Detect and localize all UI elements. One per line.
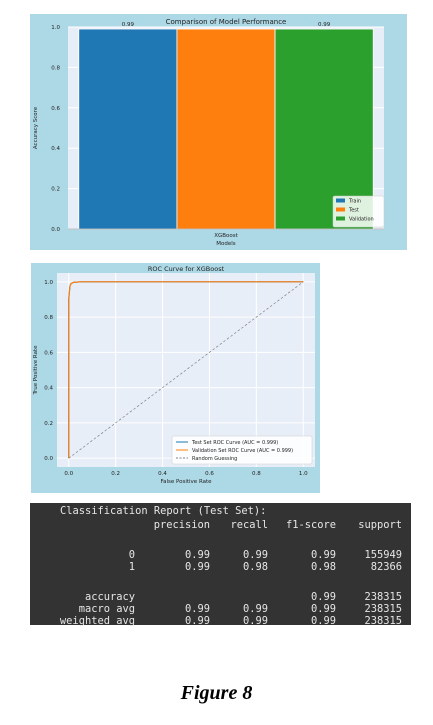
report-cell: 0.99 (184, 603, 210, 615)
y-tick-label: 0.6 (51, 106, 60, 112)
y-tick-label: 0.8 (51, 65, 60, 71)
report-cell: 0.99 (242, 603, 268, 615)
y-tick-label: 0.0 (44, 456, 53, 462)
report-row-label: 0 (128, 549, 135, 561)
roc-chart: 0.0 0.2 0.4 0.6 0.8 1.0 0.0 0.2 0.4 0.6 0.8 1.0 ROC … (33, 265, 315, 485)
bar-chart: 0.0 0.2 0.4 0.6 0.8 1.0 0.99 0.99 XGBoost Compari… (33, 18, 385, 247)
legend-label: Validation (349, 217, 374, 223)
bar-validation (274, 28, 374, 230)
legend: Train Test Validation (332, 195, 385, 228)
report-cell: 238315 (364, 603, 402, 615)
report-cell: 0.99 (242, 549, 268, 561)
x-tick-label: XGBoost (214, 233, 238, 239)
report-cell: 0.99 (310, 615, 336, 627)
legend-label: Test (348, 208, 359, 214)
y-tick-label: 0.0 (51, 227, 60, 233)
roc-curve-1 (68, 281, 304, 459)
y-tick-label: 0.8 (44, 315, 53, 321)
report-cell: 0.99 (310, 603, 336, 615)
report-row-label: weighted avg (59, 615, 135, 627)
legend-label: Random Guessing (192, 456, 237, 462)
report-cell: 0.98 (242, 561, 268, 573)
legend: Test Set ROC Curve (AUC = 0.999) Validati… (171, 435, 313, 465)
x-tick-label: 1.0 (299, 471, 308, 477)
report-cell: 0.98 (310, 561, 336, 573)
legend-box (171, 435, 313, 465)
random-guess-line (68, 281, 304, 459)
y-tick-label: 0.4 (44, 386, 53, 392)
report-title: Classification Report (Test Set): (60, 505, 267, 517)
y-tick-label: 0.2 (51, 187, 60, 193)
report-cell: 0.99 (184, 549, 210, 561)
report-cell: 0.99 (184, 615, 210, 627)
chart-title: Comparison of Model Performance (166, 18, 287, 26)
bar-value-label: 0.99 (122, 22, 135, 28)
legend-swatch (336, 198, 345, 203)
legend-label: Validation Set ROC Curve (AUC = 0.999) (192, 448, 293, 454)
chart-title: ROC Curve for XGBoost (148, 265, 225, 273)
legend-label: Test Set ROC Curve (AUC = 0.999) (191, 440, 278, 446)
y-tick-label: 0.6 (44, 350, 53, 356)
y-tick-label: 1.0 (51, 25, 60, 31)
report-cell: 238315 (364, 591, 402, 603)
report-cell: 155949 (364, 549, 402, 561)
x-tick-label: 0.0 (64, 471, 73, 477)
x-tick-label: 0.2 (111, 471, 120, 477)
x-axis-label: False Positive Rate (160, 479, 212, 485)
y-tick-label: 0.4 (51, 146, 60, 152)
x-tick-label: 0.4 (158, 471, 167, 477)
report-column-header: f1-score (285, 519, 336, 531)
legend-label: Train (348, 199, 361, 205)
report-column-header: precision (153, 519, 210, 531)
report-cell: 0.99 (242, 615, 268, 627)
bar-value-label: 0.99 (318, 22, 331, 28)
legend-swatch (336, 216, 345, 221)
bar-test (176, 28, 276, 230)
report-row-label: accuracy (84, 591, 135, 603)
classification-report: Classification Report (Test Set): precisi… (30, 503, 411, 627)
legend-swatch (336, 207, 345, 212)
y-axis-label: Accuracy Score (33, 106, 39, 149)
report-column-header: recall (230, 519, 268, 531)
report-cell: 0.99 (184, 561, 210, 573)
report-cell: 0.99 (310, 549, 336, 561)
legend-box (332, 195, 385, 228)
roc-chart-panel: 0.0 0.2 0.4 0.6 0.8 1.0 0.0 0.2 0.4 0.6 0.8 1.0 ROC … (31, 263, 320, 493)
report-row-label: 1 (128, 561, 135, 573)
report-cell: 238315 (364, 615, 402, 627)
report-row-label: macro avg (78, 603, 135, 615)
y-tick-label: 0.2 (44, 421, 53, 427)
report-cell: 0.99 (310, 591, 336, 603)
report-cell: 82366 (370, 561, 402, 573)
x-axis-label: Models (216, 241, 236, 247)
x-tick-label: 0.6 (205, 471, 214, 477)
report-column-header: support (358, 519, 402, 531)
y-axis-label: True Positive Rate (33, 345, 39, 396)
figure-caption: Figure 8 (180, 682, 253, 704)
y-tick-label: 1.0 (44, 280, 53, 286)
x-tick-label: 0.8 (252, 471, 261, 477)
bar-chart-panel: 0.0 0.2 0.4 0.6 0.8 1.0 0.99 0.99 XGBoost Compari… (30, 14, 407, 250)
bar-train (78, 28, 178, 230)
